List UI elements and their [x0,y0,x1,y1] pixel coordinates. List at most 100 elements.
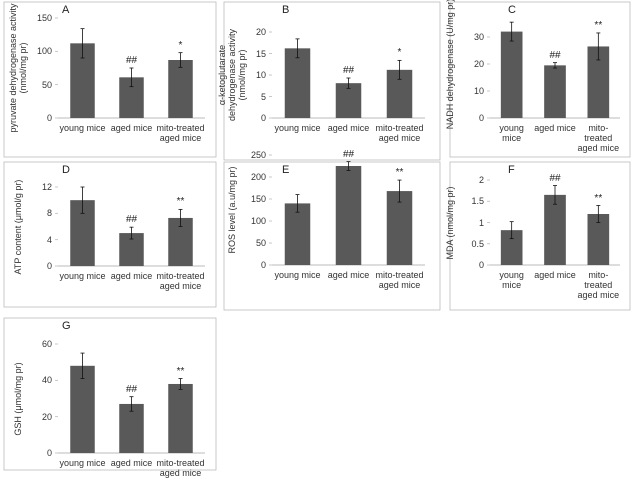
significance-label: ** [395,167,404,179]
y-tick-label: 0 [46,113,52,123]
bar [386,191,413,265]
y-tick-label: 40 [41,375,52,386]
y-tick-label: 1.5 [471,196,484,207]
bar [587,46,610,119]
panel-frame [3,1,217,158]
y-tick-label: 20 [473,59,484,69]
bar [500,230,523,265]
x-tick-label: young mice [59,271,106,281]
significance-label: ## [125,383,138,395]
x-tick-label: mito-treated aged mice [156,271,205,291]
y-tick-label: 200 [250,172,266,182]
y-tick-label: 0 [46,448,52,458]
x-tick-label: aged mice [534,123,576,133]
significance-label: ## [549,49,561,61]
bar [544,65,566,118]
significance-label: ## [342,148,355,160]
y-axis-label: pyruvate dehydrogenase activity (nmol/mg… [8,3,28,133]
y-tick-label: 4 [46,234,52,245]
y-tick-label: 100 [36,46,52,57]
panel-frame [3,161,217,308]
x-tick-label: young mice [499,270,524,290]
y-tick-label: 50 [41,79,52,90]
bar [544,194,566,265]
y-tick-label: 0 [260,113,266,123]
panel-letter: G [62,320,71,332]
x-tick-label: mito-treated aged mice [156,123,205,143]
panel-letter: E [282,164,290,176]
significance-label: * [397,47,402,59]
y-axis-label: ATP content (μmol/g pr) [13,179,23,274]
bar [284,203,311,265]
x-tick-label: aged mice [110,123,153,133]
significance-label: ## [342,65,355,76]
y-tick-label: 0 [478,260,484,270]
significance-label: ** [176,196,185,208]
y-tick-label: 150 [250,194,266,204]
y-tick-label: 0 [478,113,484,123]
bar [335,83,362,118]
y-tick-label: 20 [255,27,266,37]
y-tick-label: 60 [41,339,52,349]
panel-frame [449,161,631,311]
significance-label: ## [549,172,561,184]
significance-label: ** [594,192,603,204]
x-tick-label: aged mice [327,270,370,280]
x-tick-label: young mice [59,123,106,133]
x-tick-label: mito-treated aged mice [375,123,424,143]
y-tick-label: 10 [255,70,266,80]
panel-frame [3,317,217,471]
y-tick-label: 0.5 [471,238,484,249]
panel-letter: B [282,4,290,16]
y-tick-label: 150 [36,13,52,23]
significance-label: ** [594,19,603,31]
panel-letter: C [508,4,516,16]
x-tick-label: mito-treated aged mice [577,270,620,300]
x-tick-label: mito-treated aged mice [375,270,424,290]
x-tick-label: aged mice [110,458,153,468]
bar [70,365,95,453]
y-tick-label: 100 [250,216,266,226]
y-tick-label: 10 [473,86,484,96]
y-axis-label: NADH dehydrogenase (U/mg pr) [445,0,455,130]
y-tick-label: 250 [250,150,266,160]
y-tick-label: 12 [41,182,52,192]
panel-letter: D [62,164,70,176]
x-tick-label: young mice [59,458,106,468]
significance-label: ## [125,214,138,226]
x-tick-label: aged mice [110,271,153,281]
y-tick-label: 2 [478,175,484,185]
bar [500,31,523,119]
y-tick-label: 1 [478,217,484,228]
y-tick-label: 20 [41,411,52,422]
y-tick-label: 0 [260,260,266,270]
panel-frame [223,161,441,311]
bar [168,60,193,118]
y-tick-label: 0 [46,261,52,271]
x-tick-label: mito-treated aged mice [577,123,620,153]
x-tick-label: young mice [274,123,321,133]
x-tick-label: young mice [274,270,321,280]
bar [119,403,144,453]
y-tick-label: 5 [260,91,266,102]
panel-frame [449,1,631,158]
bar [284,48,311,119]
significance-label: ## [125,55,138,66]
y-axis-label: GSH (μmol/mg pr) [13,361,23,436]
y-axis-label: MDA (nmol/mg pr) [445,186,455,260]
x-tick-label: aged mice [534,270,576,280]
bar [587,214,610,265]
y-tick-label: 30 [473,32,484,42]
x-tick-label: aged mice [327,123,370,133]
significance-label: ** [176,365,185,377]
y-tick-label: 15 [255,48,266,59]
y-axis-label: ROS level (a.u/mg pr) [227,166,237,254]
x-tick-label: young mice [499,123,524,143]
x-tick-label: mito-treated aged mice [156,458,205,478]
bar [335,166,362,265]
significance-label: * [178,39,183,51]
y-tick-label: 50 [255,238,266,248]
panel-letter: A [62,4,70,16]
